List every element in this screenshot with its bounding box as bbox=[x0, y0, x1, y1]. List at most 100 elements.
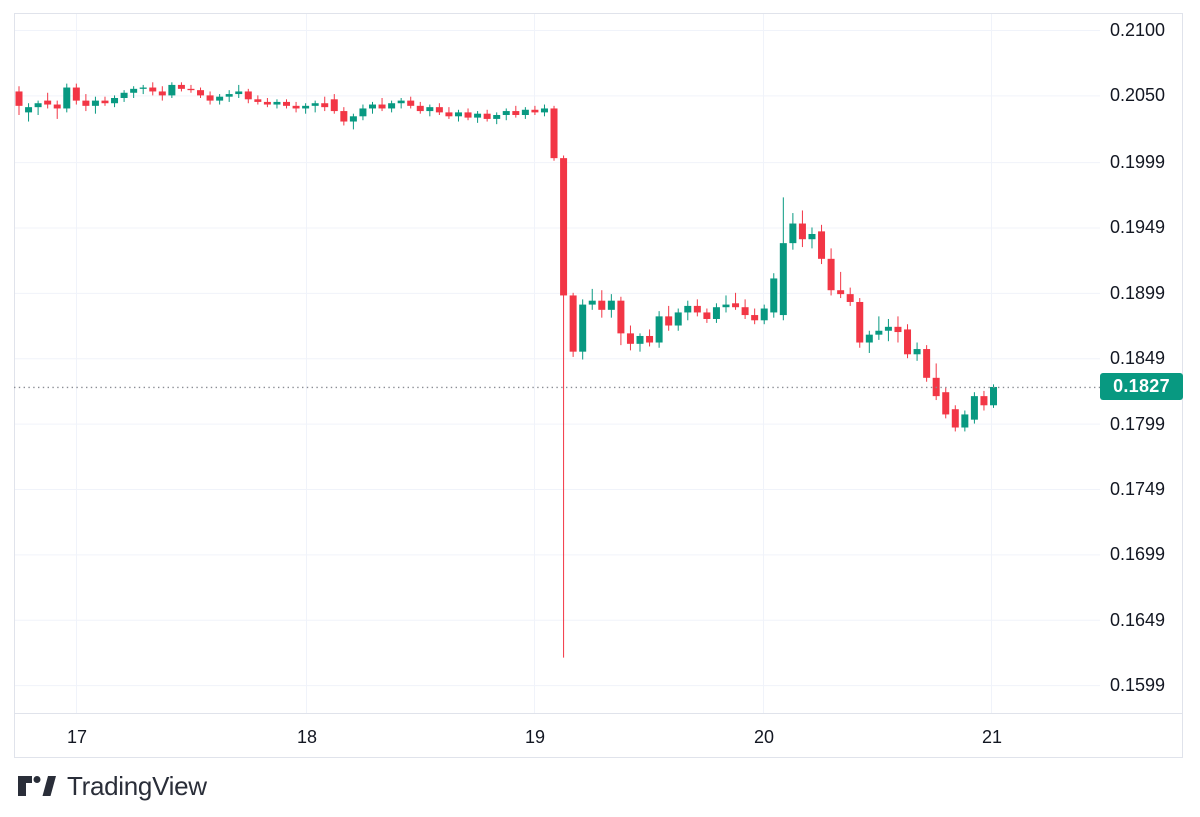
candle-body bbox=[388, 103, 396, 109]
candle-body bbox=[684, 305, 692, 313]
candle-body bbox=[789, 223, 797, 244]
candle-body bbox=[25, 107, 33, 113]
last-price-value: 0.1827 bbox=[1113, 376, 1170, 397]
candle-body bbox=[970, 396, 978, 420]
candle-body bbox=[990, 386, 998, 406]
candle-body bbox=[540, 108, 548, 113]
candle-body bbox=[235, 91, 243, 95]
price-axis-label: 0.1899 bbox=[1110, 282, 1166, 303]
candle-body bbox=[15, 91, 23, 106]
candle-body bbox=[626, 333, 634, 344]
candle-body bbox=[91, 100, 99, 106]
candle-body bbox=[63, 87, 71, 109]
candle-body bbox=[283, 101, 291, 106]
tradingview-logo-text: TradingView bbox=[67, 770, 207, 801]
candle-body bbox=[741, 307, 749, 316]
candle-body bbox=[321, 103, 329, 108]
candle-body bbox=[197, 90, 205, 96]
candle-body bbox=[139, 87, 147, 89]
candle-body bbox=[130, 88, 138, 93]
candle-body bbox=[770, 278, 778, 313]
candle-body bbox=[302, 105, 310, 109]
candle-body bbox=[865, 334, 873, 343]
candle-body bbox=[531, 109, 539, 113]
candle-body bbox=[808, 233, 816, 240]
candle-body bbox=[111, 97, 119, 104]
candle-body bbox=[502, 111, 510, 115]
candle-body bbox=[646, 335, 654, 343]
price-axis-label: 0.2050 bbox=[1110, 85, 1166, 106]
candle-body bbox=[292, 105, 300, 109]
price-axis-label: 0.1849 bbox=[1110, 348, 1166, 369]
candle-body bbox=[923, 349, 931, 378]
candle-body bbox=[82, 100, 90, 106]
candle-body bbox=[980, 396, 988, 406]
time-axis-label: 21 bbox=[981, 727, 1003, 747]
candle-body bbox=[798, 223, 806, 240]
time-axis-label: 19 bbox=[524, 727, 546, 747]
candle-body bbox=[263, 101, 271, 105]
candle-body bbox=[72, 87, 80, 101]
price-axis-label: 0.1749 bbox=[1110, 478, 1166, 499]
candle-body bbox=[177, 84, 185, 89]
candle-body bbox=[168, 84, 176, 96]
candle-body bbox=[904, 329, 912, 355]
candle-body bbox=[751, 315, 759, 321]
tradingview-logo[interactable]: TradingView bbox=[18, 770, 207, 802]
candle-body bbox=[818, 231, 826, 259]
candle-body bbox=[454, 112, 462, 117]
candle-body bbox=[187, 88, 195, 91]
candle-body bbox=[560, 158, 568, 296]
candle-body bbox=[340, 111, 348, 122]
price-axis-label: 0.1949 bbox=[1110, 217, 1166, 238]
candle-body bbox=[225, 94, 233, 97]
candle-body bbox=[445, 112, 453, 117]
candle-body bbox=[942, 392, 950, 415]
candle-body bbox=[569, 295, 577, 352]
candle-body bbox=[894, 326, 902, 333]
time-axis-label: 18 bbox=[296, 727, 318, 747]
candle-body bbox=[655, 316, 663, 343]
candle-body bbox=[206, 95, 214, 101]
candle-body bbox=[244, 91, 252, 100]
candle-body bbox=[493, 114, 501, 119]
candle-body bbox=[579, 304, 587, 352]
candle-body bbox=[101, 100, 109, 104]
price-axis-label: 0.2100 bbox=[1110, 20, 1166, 40]
candle-body bbox=[837, 290, 845, 295]
candle-body bbox=[732, 303, 740, 308]
candle-body bbox=[483, 113, 491, 119]
candle-body bbox=[913, 349, 921, 355]
candle-body bbox=[254, 99, 262, 102]
candle-body bbox=[34, 103, 42, 108]
candle-body bbox=[607, 300, 615, 310]
candle-body bbox=[435, 107, 443, 113]
tradingview-mark-icon bbox=[18, 775, 58, 797]
candle-body bbox=[149, 87, 157, 92]
candle-body bbox=[703, 312, 711, 319]
candle-body bbox=[368, 104, 376, 109]
candle-body bbox=[722, 304, 730, 308]
candle-body bbox=[273, 101, 281, 105]
candle-body bbox=[521, 109, 529, 115]
candle-body bbox=[588, 300, 596, 305]
price-axis-label: 0.1699 bbox=[1110, 544, 1166, 565]
candle-body bbox=[464, 112, 472, 118]
candle-body bbox=[216, 96, 224, 101]
candle-body bbox=[512, 111, 520, 115]
candle-body bbox=[416, 105, 424, 112]
candle-body bbox=[693, 305, 701, 313]
candle-body bbox=[951, 409, 959, 428]
candle-body bbox=[158, 91, 166, 96]
candle-body bbox=[407, 100, 415, 106]
candle-body bbox=[120, 92, 128, 98]
time-axis-label: 20 bbox=[753, 727, 775, 747]
candle-body bbox=[53, 104, 61, 109]
candle-body bbox=[760, 308, 768, 321]
candle-body bbox=[426, 107, 434, 112]
candle-body bbox=[884, 326, 892, 331]
price-axis-label: 0.1999 bbox=[1110, 152, 1166, 173]
price-axis-label: 0.1799 bbox=[1110, 413, 1166, 434]
